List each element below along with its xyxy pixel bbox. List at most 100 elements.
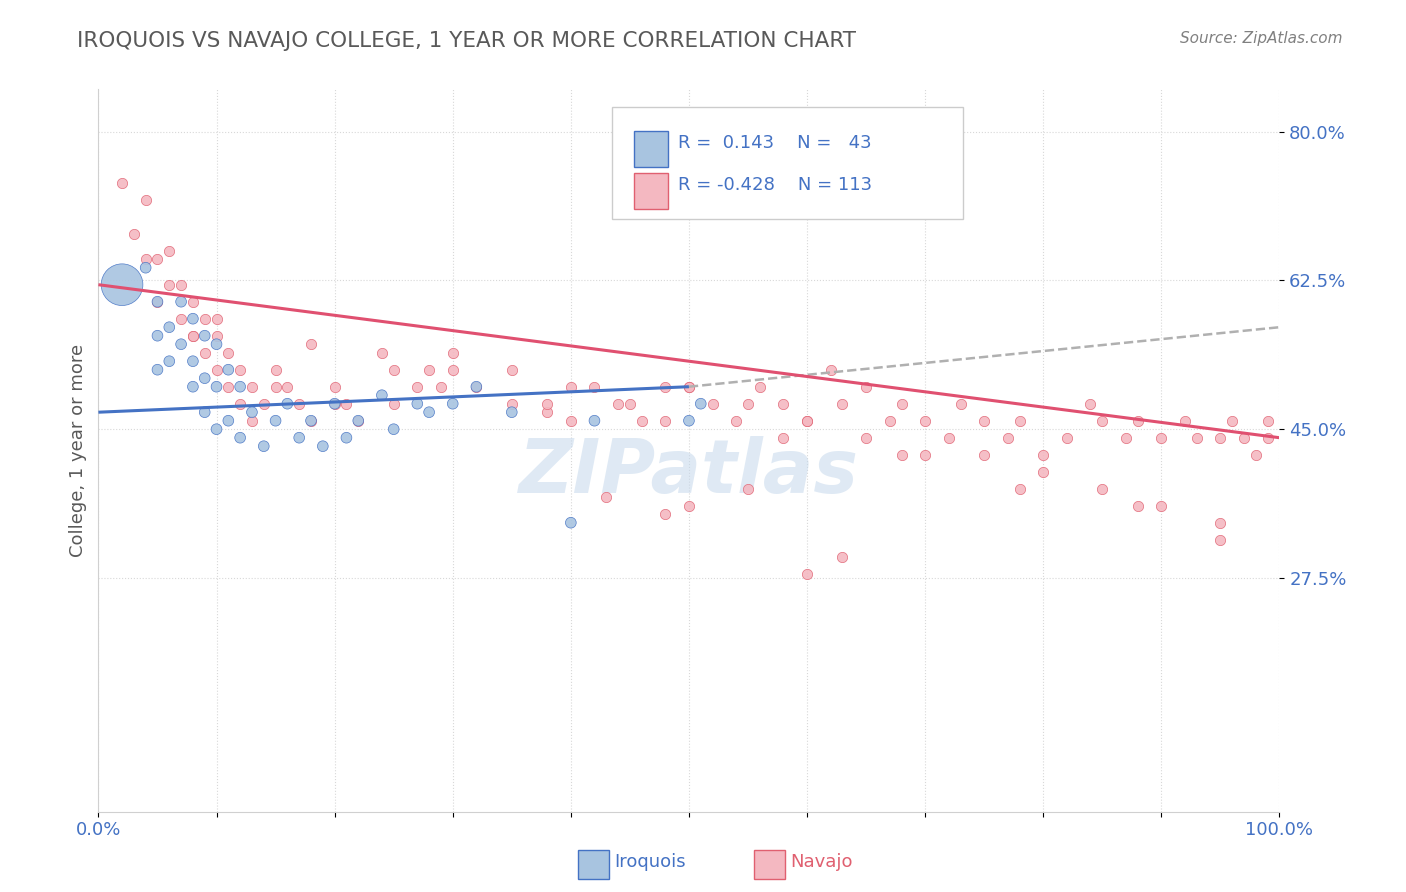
Point [181,328,204,343]
Point [288,397,311,411]
Point [890,448,912,462]
Point [1257,431,1279,445]
Point [205,422,228,436]
Point [382,397,405,411]
Point [1220,414,1243,428]
Point [146,294,169,309]
Point [1209,431,1232,445]
Point [630,414,652,428]
Point [170,277,193,292]
Point [1244,448,1267,462]
Point [323,397,346,411]
Point [299,414,322,428]
Point [855,380,877,394]
Point [501,397,523,411]
Point [194,311,217,326]
Point [253,439,276,453]
Point [170,294,193,309]
Point [890,397,912,411]
Y-axis label: College, 1 year or more: College, 1 year or more [69,344,87,557]
Point [1185,431,1208,445]
Point [240,380,263,394]
Point [347,414,370,428]
Point [501,362,523,376]
Point [560,516,582,530]
Point [914,448,936,462]
Point [194,345,217,359]
Point [619,397,641,411]
Point [914,414,936,428]
Point [465,380,488,394]
Point [157,354,180,368]
Point [973,414,995,428]
Point [831,549,853,564]
Point [855,431,877,445]
Point [122,227,145,241]
Text: ZIPatlas: ZIPatlas [519,435,859,508]
Point [135,193,157,207]
Point [240,405,263,419]
Point [1080,397,1102,411]
Point [654,414,676,428]
Point [146,294,169,309]
Point [536,405,558,419]
Point [820,362,842,376]
Point [725,414,748,428]
Point [1209,533,1232,547]
Point [157,320,180,334]
Point [205,362,228,376]
Point [796,414,818,428]
Point [335,431,357,445]
Point [181,294,204,309]
Point [418,405,440,419]
Point [997,431,1019,445]
Point [430,380,453,394]
Point [737,482,759,496]
Point [382,422,405,436]
Point [347,414,370,428]
Point [157,244,180,258]
Text: Source: ZipAtlas.com: Source: ZipAtlas.com [1180,31,1343,46]
Point [678,414,700,428]
Point [205,328,228,343]
Point [276,397,298,411]
Point [501,405,523,419]
Point [217,362,239,376]
Point [583,380,606,394]
Point [229,397,252,411]
Point [1032,465,1054,479]
Point [1150,431,1173,445]
Point [1008,482,1031,496]
Point [335,397,357,411]
Point [371,388,394,402]
Point [264,380,287,394]
Text: Iroquois: Iroquois [614,853,686,871]
Point [299,337,322,351]
Point [583,414,606,428]
Point [111,176,134,190]
Point [1115,431,1137,445]
Point [938,431,960,445]
Point [229,431,252,445]
Point [441,345,464,359]
Point [1174,414,1197,428]
Point [1056,431,1078,445]
Point [217,380,239,394]
Point [560,414,582,428]
Point [111,277,134,292]
Point [689,397,711,411]
Point [181,380,204,394]
Point [796,566,818,581]
Point [702,397,724,411]
Point [217,414,239,428]
Point [170,311,193,326]
Point [194,328,217,343]
Point [371,345,394,359]
Point [1233,431,1256,445]
Point [737,397,759,411]
Point [595,490,617,504]
Point [796,414,818,428]
Point [441,397,464,411]
Point [1091,482,1114,496]
Point [240,414,263,428]
